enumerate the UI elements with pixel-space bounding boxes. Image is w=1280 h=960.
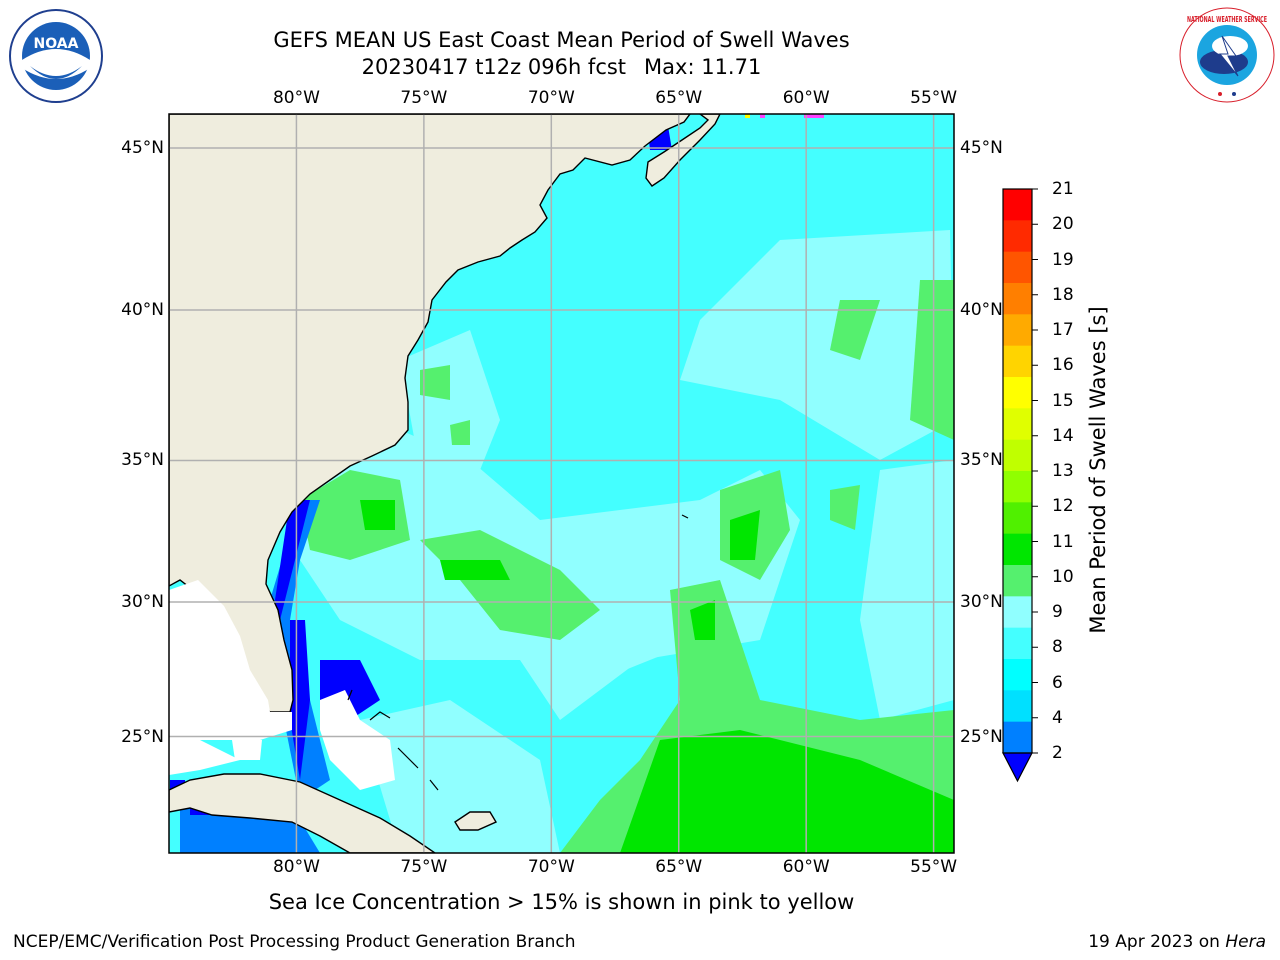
sea-ice-note: Sea Ice Concentration > 15% is shown in …: [268, 890, 855, 914]
lat-tick-label: 35°N: [121, 450, 164, 471]
noaa-logo-text: NOAA: [34, 36, 79, 52]
date-text: 19 Apr 2023 on: [1088, 932, 1226, 952]
lon-tick-label: 70°W: [527, 88, 575, 108]
colorbar-label: Mean Period of Swell Waves [s]: [1086, 306, 1110, 634]
forecast-time: 20230417 t12z 096h fcst: [361, 55, 627, 79]
machine-name: Hera: [1225, 932, 1266, 952]
lon-tick-label: 55°W: [910, 88, 958, 108]
colorbar-swatch: [1003, 408, 1032, 441]
colorbar-swatch: [1003, 283, 1032, 315]
map-frame: [168, 113, 955, 854]
map-field: [169, 114, 954, 853]
credit-line: NCEP/EMC/Verification Post Processing Pr…: [13, 932, 576, 952]
colorbar-swatch: [1003, 220, 1032, 253]
colorbar-tick-label: 17: [1052, 320, 1074, 340]
max-value: Max: 11.71: [644, 55, 762, 79]
colorbar-swatch: [1003, 314, 1032, 347]
colorbar-tick-label: 21: [1052, 179, 1074, 199]
colorbar-swatch: [1003, 345, 1032, 378]
period-10-11-zones: [360, 500, 954, 853]
colorbar-swatch: [1003, 377, 1032, 409]
lat-tick-label: 45°N: [121, 138, 164, 159]
small-islands: [347, 514, 689, 791]
no-data-mask: [169, 580, 395, 790]
date-stamp: 19 Apr 2023 on Hera: [1088, 932, 1266, 952]
colorbar-tick-label: 12: [1052, 496, 1074, 517]
sea-ice-pixels: [745, 114, 824, 118]
colorbar-tick-label: 13: [1052, 461, 1074, 481]
colorbar-tick-label: 6: [1052, 672, 1063, 693]
colorbar-tick-label: 11: [1052, 531, 1074, 552]
nws-logo-text: NATIONAL WEATHER SERVICE: [1187, 15, 1267, 24]
colorbar-tick-label: 10: [1052, 566, 1074, 587]
lat-tick-label: 25°N: [121, 726, 164, 747]
colorbar-swatch: [1003, 659, 1032, 691]
noaa-logo: NOAA: [9, 9, 103, 103]
colorbar-swatch: [1003, 439, 1032, 472]
lon-tick-label: 60°W: [782, 88, 830, 108]
lon-tick-label: 80°W: [272, 857, 320, 877]
lon-tick-label: 75°W: [400, 88, 448, 108]
lon-tick-label: 60°W: [782, 857, 830, 877]
graticule: [169, 114, 954, 853]
colorbar-tick-label: 8: [1052, 637, 1063, 658]
plot-title: GEFS MEAN US East Coast Mean Period of S…: [273, 28, 850, 52]
lon-tick-label: 55°W: [910, 857, 958, 877]
colorbar-extend-arrow: [1002, 752, 1033, 783]
colorbar-swatch: [1003, 627, 1032, 660]
colorbar-tick-label: 14: [1052, 425, 1074, 446]
lon-tick-label: 65°W: [655, 857, 703, 877]
lat-tick-label: 30°N: [960, 591, 1003, 612]
colorbar-tick-label: 15: [1052, 390, 1074, 411]
colorbar-swatch: [1003, 502, 1032, 535]
colorbar: [1002, 188, 1038, 783]
colorbar-swatch: [1003, 596, 1032, 629]
lon-tick-label: 80°W: [272, 88, 320, 108]
colorbar-swatch: [1003, 533, 1032, 566]
colorbar-tick-label: 20: [1052, 214, 1074, 235]
lat-tick-label: 30°N: [121, 591, 164, 612]
colorbar-swatch: [1003, 251, 1032, 284]
hispaniola: [454, 811, 498, 831]
colorbar-tick-label: 4: [1052, 707, 1063, 728]
lat-tick-label: 45°N: [960, 138, 1003, 159]
colorbar-swatch: [1003, 471, 1032, 503]
colorbar-swatch: [1003, 565, 1032, 597]
cuba: [169, 773, 437, 853]
colorbar-tick-label: 18: [1052, 284, 1074, 305]
lon-tick-label: 70°W: [527, 857, 575, 877]
nova-scotia: [645, 114, 721, 187]
colorbar-tick-label: 16: [1052, 355, 1074, 376]
nws-logo: NATIONAL WEATHER SERVICE: [1179, 7, 1275, 103]
colorbar-swatch: [1003, 721, 1032, 754]
lon-tick-label: 75°W: [400, 857, 448, 877]
lat-tick-label: 40°N: [960, 299, 1003, 320]
colorbar-swatch: [1003, 690, 1032, 723]
colorbar-swatch: [1003, 189, 1032, 221]
lat-tick-label: 40°N: [121, 299, 164, 320]
lat-tick-label: 35°N: [960, 450, 1003, 471]
plot-subtitle: 20230417 t12z 096h fcst Max: 11.71: [160, 54, 963, 80]
colorbar-tick-label: 19: [1052, 249, 1074, 270]
colorbar-tick-label: 2: [1052, 743, 1063, 763]
colorbar-tick-label: 9: [1052, 602, 1063, 622]
lon-tick-label: 65°W: [655, 88, 703, 108]
lat-tick-label: 25°N: [960, 726, 1003, 747]
